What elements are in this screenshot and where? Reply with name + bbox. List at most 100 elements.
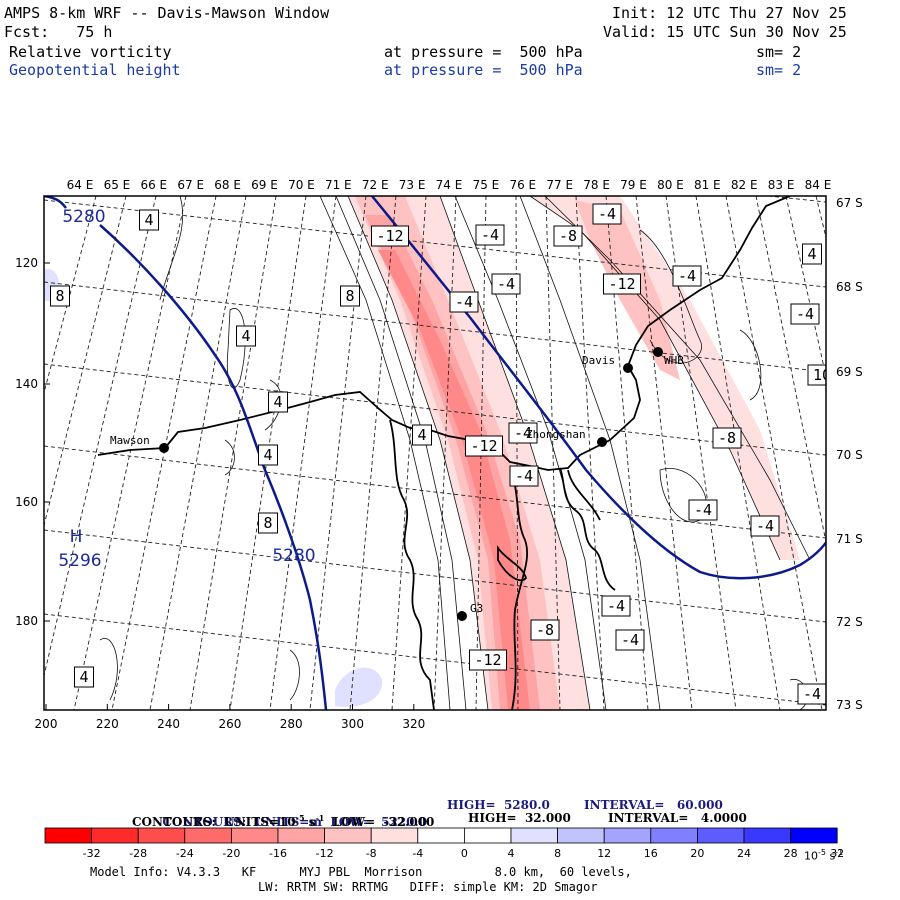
vorticity-contour-low: LOW= -32.000 (324, 815, 435, 829)
colorbar-cell-6 (324, 827, 372, 844)
station-g3-label: G3 (470, 602, 483, 615)
height-contour-units: CONTOURS: UNITS=m LOW= 5220.0 (162, 815, 428, 829)
map-title: AMPS 8-km WRF -- Davis-Mawson Window (4, 4, 330, 22)
vorticity-contour-interval: INTERVAL= 4.0000 (608, 811, 747, 825)
colorbar-label-3: -20 (222, 847, 240, 860)
lon-label-1: 65 E (104, 178, 131, 192)
height-contours (44, 196, 826, 710)
colorbar-label-14: 24 (737, 847, 751, 860)
vorticity-label-11: -4 (514, 424, 532, 442)
vorticity-label-box-28 (797, 683, 826, 705)
high-pressure-value: 5296 (58, 551, 101, 571)
vorticity-label-box-11 (508, 422, 538, 444)
vorticity-label-box-14 (592, 203, 622, 225)
station-whb-label: WHB (664, 354, 684, 367)
field1-level: at pressure = 500 hPa (384, 43, 583, 61)
colorbar-label-1: -28 (129, 847, 147, 860)
height-label-5280-central: 5280 (272, 546, 315, 566)
vorticity-contour-high: HIGH= 32.000 (468, 811, 571, 825)
y-tick-labels: 120 140 160 180 (15, 256, 38, 628)
vorticity-label-box-13 (603, 273, 641, 295)
vorticity-label-box-7 (371, 225, 409, 247)
vorticity-label-23: -4 (621, 631, 639, 649)
vorticity-label-0: 4 (144, 211, 153, 229)
colorbar-label-8: 0 (461, 847, 468, 860)
lon-label-2: 66 E (140, 178, 167, 192)
field1-name: Relative vorticity (9, 43, 172, 61)
vorticity-label-box-8 (475, 224, 505, 246)
vorticity-label-8: -4 (481, 226, 499, 244)
station-markers: Mawson Davis WHB Zhongshan G3 (110, 347, 684, 621)
vorticity-label-box-6 (412, 424, 432, 446)
vorticity-label-box-10 (449, 291, 479, 313)
latitude-labels: 67 S 68 S 69 S 70 S 71 S 72 S 73 S (836, 196, 863, 712)
x-tick-6: 320 (402, 717, 425, 731)
vorticity-label-1: 8 (55, 287, 64, 305)
vorticity-label-27: -12 (470, 437, 497, 455)
vorticity-label-box-21 (601, 595, 631, 617)
vorticity-label-15: -4 (678, 267, 696, 285)
vorticity-label-24: -4 (796, 305, 814, 323)
vorticity-label-box-18 (750, 515, 780, 537)
vorticity-label-box-24 (790, 303, 820, 325)
vorticity-label-5: 4 (263, 446, 272, 464)
colorbar-cell-0 (44, 827, 92, 844)
vorticity-contour-info: CONTOURS: UNITS=10-5 s-1 LOW= -32.000 (132, 810, 434, 831)
vorticity-label-box-20 (530, 619, 560, 641)
lon-label-0: 64 E (67, 178, 94, 192)
model-info-line1: Model Info: V4.3.3 KF MYJ PBL Morrison 8… (90, 865, 632, 879)
y-tick-3: 180 (15, 614, 38, 628)
lat-label-4: 71 S (836, 532, 863, 546)
colorbar-cell-11 (557, 827, 605, 844)
lon-label-4: 68 E (214, 178, 241, 192)
colorbar-unit: 10-5 s-1 (804, 844, 843, 865)
vorticity-label-box-5 (258, 444, 278, 466)
x-tick-4: 280 (280, 717, 303, 731)
lat-label-1: 68 S (836, 280, 863, 294)
lat-label-0: 67 S (836, 196, 863, 210)
vorticity-label-10: -4 (455, 293, 473, 311)
vorticity-label-box-1 (50, 285, 70, 307)
station-zhongshan-marker (597, 437, 607, 447)
colorbar-label-12: 16 (644, 847, 658, 860)
vorticity-label-28: -4 (803, 685, 821, 703)
vorticity-label-box-15 (672, 265, 702, 287)
lon-label-14: 78 E (583, 178, 610, 192)
lon-label-20: 84 E (805, 178, 832, 192)
colorbar-label-11: 12 (597, 847, 611, 860)
x-tick-1: 220 (96, 717, 119, 731)
vorticity-label-22: -12 (474, 651, 501, 669)
field2-smoothing: sm= 2 (756, 61, 802, 79)
x-tick-0: 200 (35, 717, 58, 731)
vorticity-label-box-23 (615, 629, 645, 651)
axis-ticks (44, 262, 415, 710)
vorticity-label-box-19 (509, 465, 539, 487)
colorbar-unit-seconds: s (825, 849, 836, 863)
x-tick-2: 240 (157, 717, 180, 731)
colorbar-label-0: -32 (83, 847, 101, 860)
height-contour-5280-west (99, 224, 328, 710)
vorticity-label-12: -8 (559, 227, 577, 245)
y-tick-1: 140 (15, 377, 38, 391)
lon-label-3: 67 E (177, 178, 204, 192)
vorticity-label-21: -4 (607, 597, 625, 615)
colorbar-label-13: 20 (690, 847, 704, 860)
x-tick-labels: 200 220 240 260 280 300 320 (35, 717, 426, 731)
station-davis-marker (623, 363, 633, 373)
colorbar-cell-15 (743, 827, 791, 844)
vorticity-label-box-27 (465, 435, 503, 457)
colorbar-cell-13 (650, 827, 698, 844)
lon-label-15: 79 E (620, 178, 647, 192)
vorticity-label-box-9 (491, 273, 521, 295)
station-mawson-marker (159, 443, 169, 453)
colorbar-cell-10 (510, 827, 558, 844)
vorticity-label-box-4 (268, 391, 288, 413)
vorticity-label-3: 4 (241, 327, 250, 345)
colorbar-label-2: -24 (176, 847, 194, 860)
vorticity-label-2: 8 (345, 287, 354, 305)
x-tick-3: 260 (218, 717, 241, 731)
station-g3-marker (457, 611, 467, 621)
height-contour-info: CONTOURS: UNITS=m LOW= 5220.0 (154, 797, 427, 831)
